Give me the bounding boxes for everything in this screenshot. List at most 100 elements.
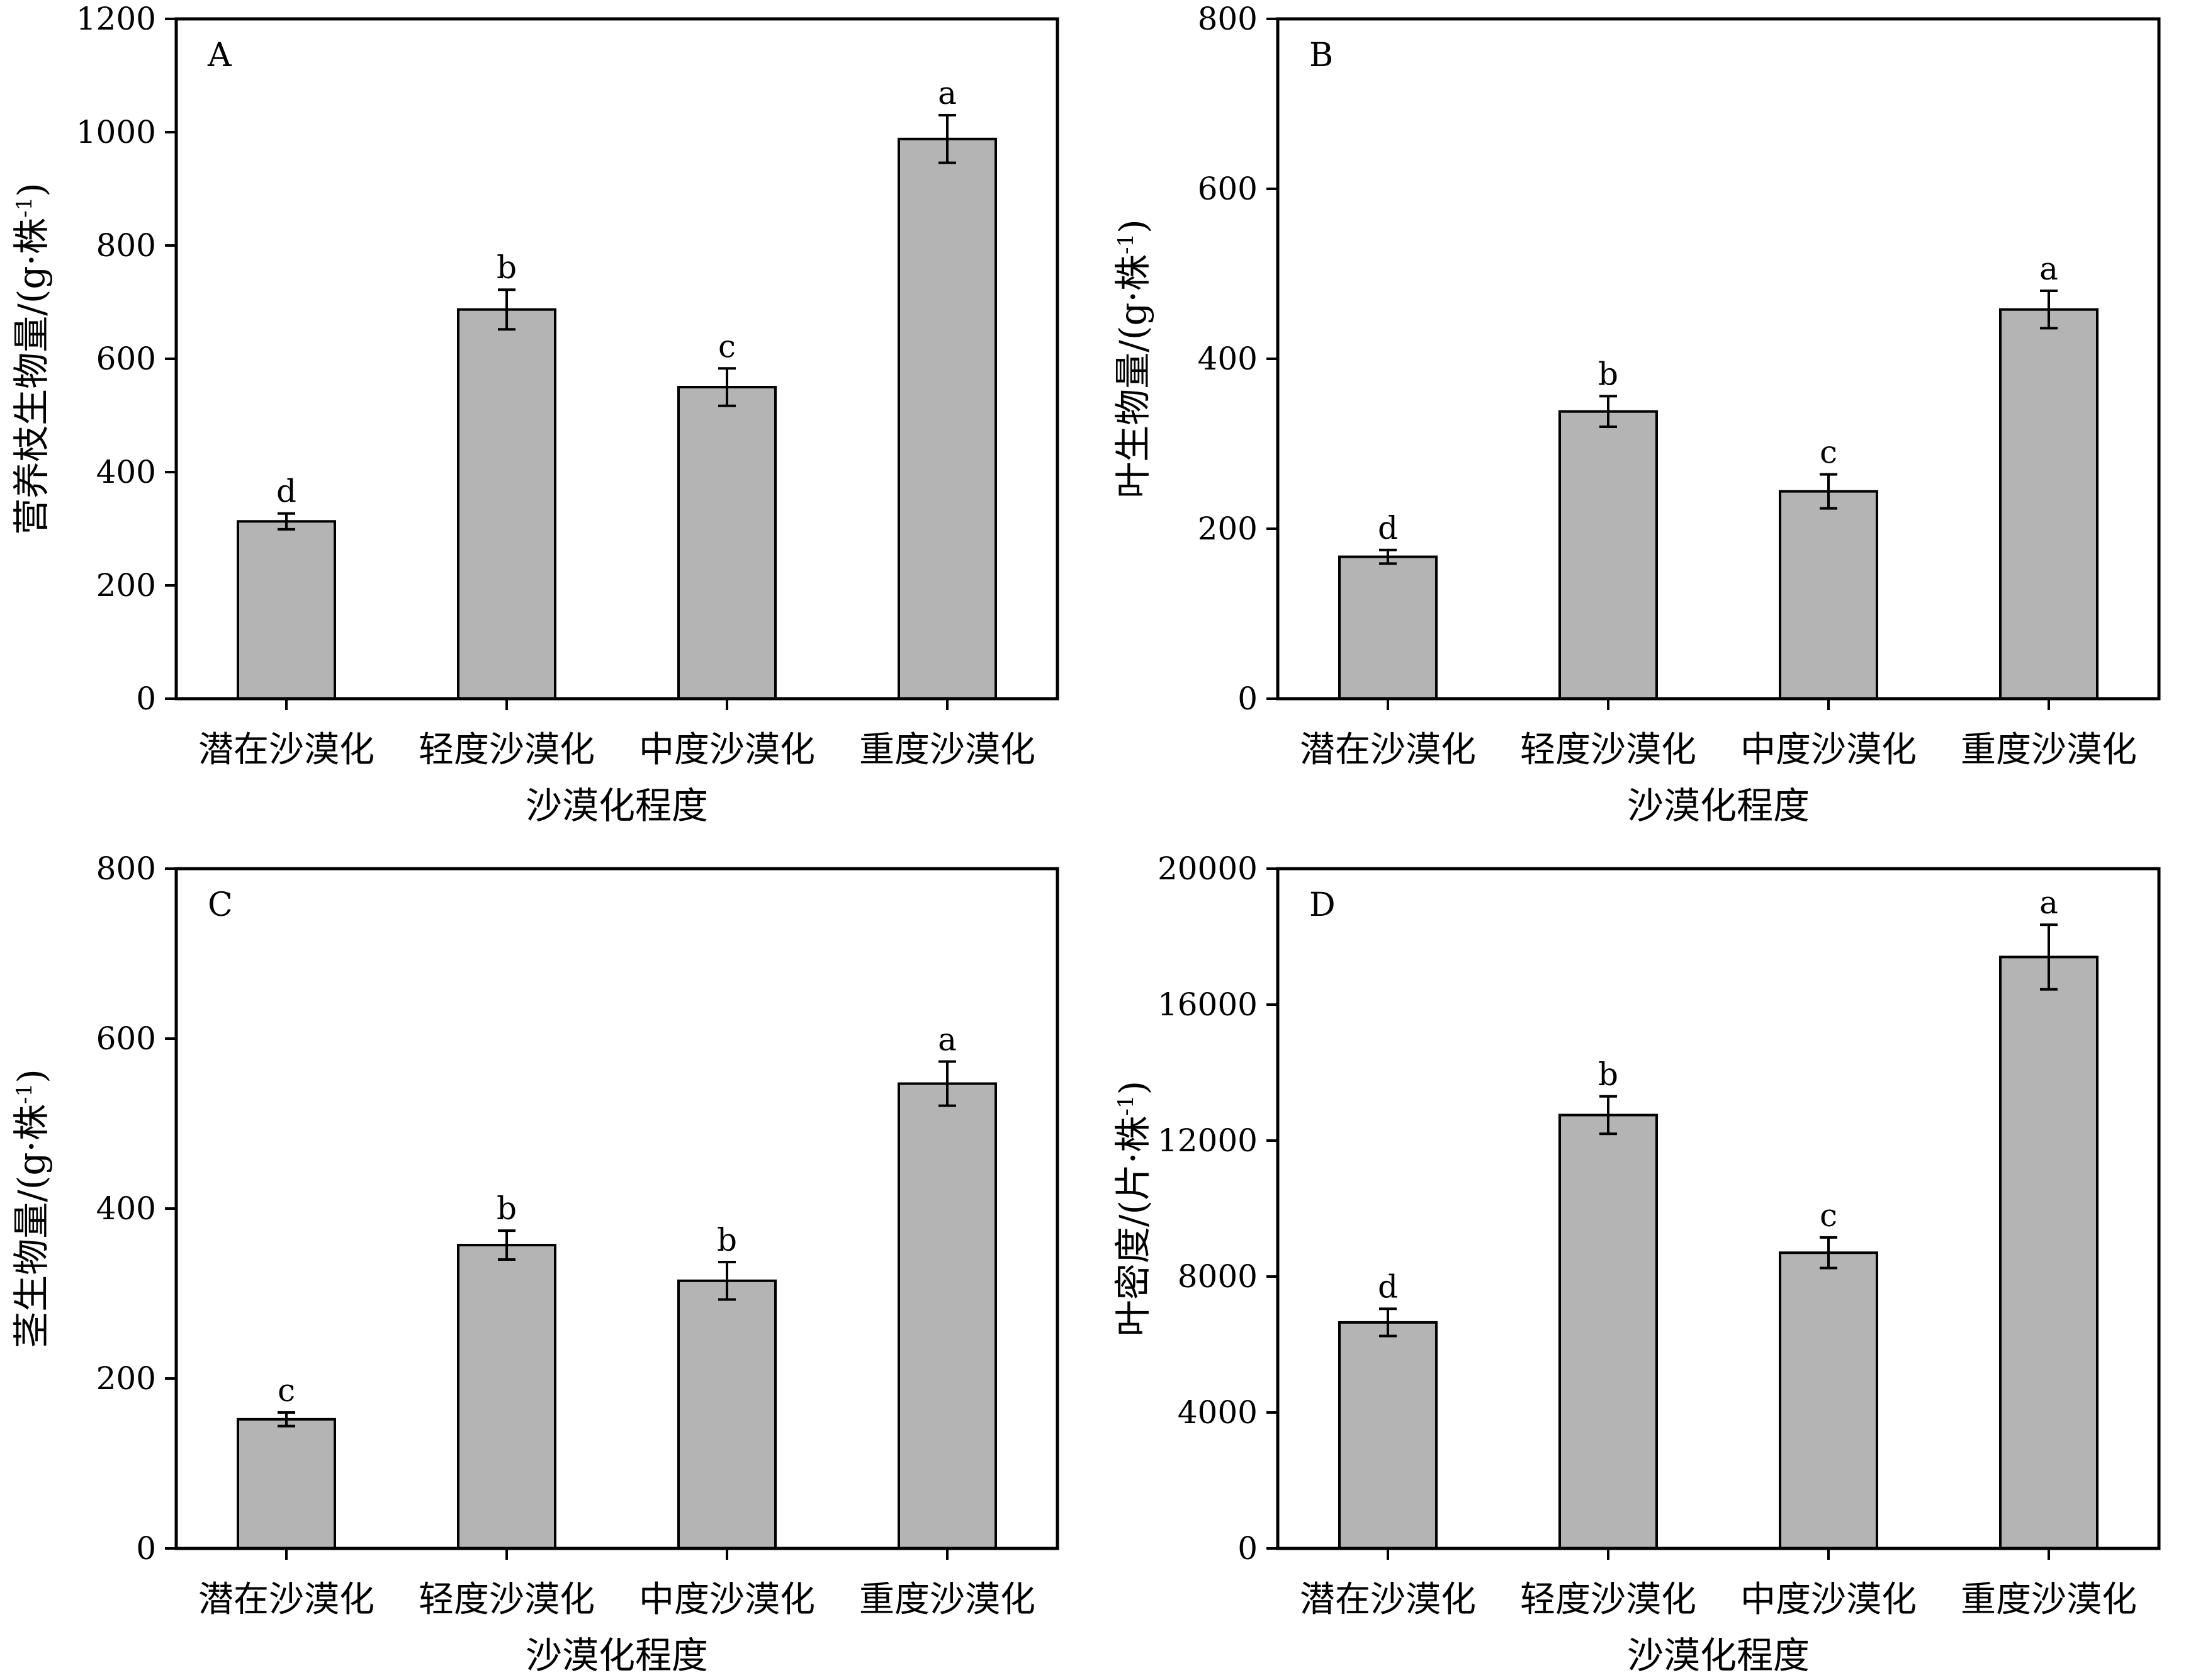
chart-panel-b: d 潜在沙漠化 b 轻度沙漠化 c 中度沙漠化 a 重度沙漠化 0 200 400 600 800 B 沙漠…: [1112, 1, 2161, 827]
y-tick-label: 600: [96, 341, 156, 377]
bar: [1779, 1251, 1878, 1550]
x-tick-label: 重度沙漠化: [1961, 730, 2137, 770]
y-tick-label: 400: [96, 1190, 156, 1227]
significance-label: a: [2039, 884, 2058, 921]
y-tick-label: 800: [1198, 1, 1258, 37]
significance-label: a: [2039, 251, 2058, 287]
y-tick-label: 16000: [1158, 986, 1258, 1023]
bar: [237, 1418, 336, 1550]
significance-label: b: [717, 1222, 737, 1258]
significance-label: c: [1820, 434, 1837, 471]
bar: [457, 1244, 556, 1550]
significance-label: b: [1598, 1056, 1618, 1093]
y-tick-label: 1200: [76, 1, 156, 37]
significance-label: c: [718, 328, 736, 364]
bar: [1999, 308, 2099, 700]
bar: [1558, 410, 1658, 700]
significance-label: b: [497, 1190, 517, 1227]
x-tick-label: 重度沙漠化: [859, 1579, 1035, 1620]
bar: [457, 308, 556, 700]
y-axis-title-main: 茎生物量/(g·株: [10, 1104, 53, 1348]
x-tick-label: 轻度沙漠化: [1520, 730, 1696, 770]
y-axis-title-main: 叶生物量/(g·株: [1112, 254, 1154, 499]
plot-frame: [1276, 17, 2161, 701]
y-tick-label: 200: [96, 567, 156, 604]
y-axis-title-main: 叶密度/(片·株: [1112, 1116, 1154, 1337]
y-tick-label: 12000: [1158, 1122, 1258, 1159]
y-tick-label: 0: [136, 1530, 156, 1567]
significance-label: b: [497, 249, 517, 286]
chart-panel-c: c 潜在沙漠化 b 轻度沙漠化 b 中度沙漠化 a 重度沙漠化 0 200 400 600 800 C 沙漠…: [10, 850, 1059, 1677]
y-tick-label: 200: [96, 1360, 156, 1397]
y-axis-title-main: 营养枝生物量/(g·株: [10, 218, 53, 535]
y-axis-title-close: ): [1112, 1081, 1154, 1095]
bar: [1779, 490, 1878, 700]
y-axis-title-close: ): [1112, 219, 1154, 234]
bar: [1338, 1321, 1438, 1550]
y-axis-title-superscript: -1: [1113, 234, 1139, 254]
x-tick-label: 潜在沙漠化: [198, 730, 375, 770]
x-axis-title: 沙漠化程度: [1627, 1634, 1810, 1677]
y-tick-label: 800: [96, 850, 156, 887]
significance-label: b: [1598, 356, 1618, 392]
y-tick-label: 200: [1198, 510, 1258, 547]
panel-letter: C: [208, 886, 233, 924]
y-axis-title-superscript: -1: [12, 1083, 37, 1104]
x-tick-label: 中度沙漠化: [639, 1579, 815, 1620]
y-axis-title-close: ): [10, 1069, 53, 1083]
y-tick-label: 1000: [76, 114, 156, 150]
x-tick-label: 中度沙漠化: [1740, 730, 1917, 770]
y-axis-title-close: ): [10, 183, 53, 197]
x-tick-label: 潜在沙漠化: [1300, 730, 1476, 770]
y-tick-label: 20000: [1158, 850, 1258, 887]
significance-label: a: [938, 75, 957, 111]
x-tick-label: 中度沙漠化: [639, 730, 815, 770]
x-tick-label: 中度沙漠化: [1740, 1579, 1917, 1620]
chart-panel-d: d 潜在沙漠化 b 轻度沙漠化 c 中度沙漠化 a 重度沙漠化 0 4000 8000 12000 16…: [1112, 850, 2161, 1677]
significance-label: c: [1820, 1197, 1837, 1234]
x-tick-label: 潜在沙漠化: [198, 1579, 375, 1620]
y-axis-title-superscript: -1: [1113, 1095, 1139, 1115]
y-axis-title: 叶密度/(片·株-1): [1112, 1081, 1154, 1336]
x-tick-label: 轻度沙漠化: [419, 1579, 595, 1620]
significance-label: d: [1378, 510, 1398, 546]
y-tick-label: 8000: [1178, 1258, 1258, 1295]
plot-frame: [174, 867, 1059, 1550]
bar: [677, 1279, 777, 1550]
x-tick-label: 重度沙漠化: [1961, 1579, 2137, 1620]
x-axis-title: 沙漠化程度: [526, 1634, 708, 1677]
significance-label: a: [938, 1021, 957, 1057]
x-tick-label: 潜在沙漠化: [1300, 1579, 1476, 1620]
panel-letter: A: [207, 37, 232, 74]
y-tick-label: 600: [96, 1020, 156, 1057]
x-tick-label: 轻度沙漠化: [1520, 1579, 1696, 1620]
y-tick-label: 600: [1198, 171, 1258, 207]
y-tick-label: 4000: [1178, 1394, 1258, 1431]
y-axis-title-superscript: -1: [12, 197, 37, 218]
panel-letter: B: [1309, 37, 1333, 74]
x-tick-label: 轻度沙漠化: [419, 730, 595, 770]
bar: [1338, 555, 1438, 700]
bar: [237, 520, 336, 700]
significance-label: d: [1378, 1268, 1398, 1305]
bar: [1999, 956, 2099, 1550]
y-tick-label: 400: [96, 454, 156, 490]
bar: [1558, 1113, 1658, 1550]
y-tick-label: 0: [136, 680, 156, 717]
significance-label: d: [276, 473, 296, 510]
plot-frame: [174, 17, 1059, 701]
panel-letter: D: [1309, 886, 1336, 924]
x-tick-label: 重度沙漠化: [859, 730, 1035, 770]
x-axis-title: 沙漠化程度: [526, 784, 708, 827]
y-axis-title: 茎生物量/(g·株-1): [10, 1069, 53, 1348]
y-tick-label: 800: [96, 227, 156, 264]
bar: [898, 137, 997, 701]
chart-panel-a: d 潜在沙漠化 b 轻度沙漠化 c 中度沙漠化 a 重度沙漠化 0 200 400 600 800 100…: [10, 1, 1059, 827]
y-tick-label: 0: [1237, 680, 1258, 717]
y-tick-label: 400: [1198, 341, 1258, 377]
bar: [677, 386, 777, 700]
plot-frame: [1276, 867, 2161, 1550]
y-axis-title: 叶生物量/(g·株-1): [1112, 219, 1154, 499]
x-axis-title: 沙漠化程度: [1627, 784, 1810, 827]
